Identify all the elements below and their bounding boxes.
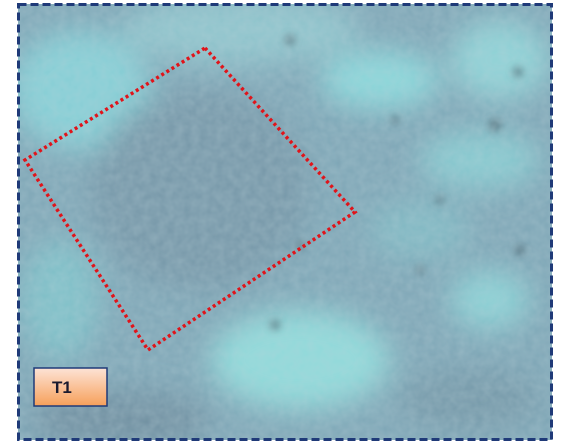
region-outline [22, 45, 358, 353]
label-text: T1 [52, 378, 72, 397]
image-border [17, 3, 553, 441]
label-box [33, 367, 108, 407]
